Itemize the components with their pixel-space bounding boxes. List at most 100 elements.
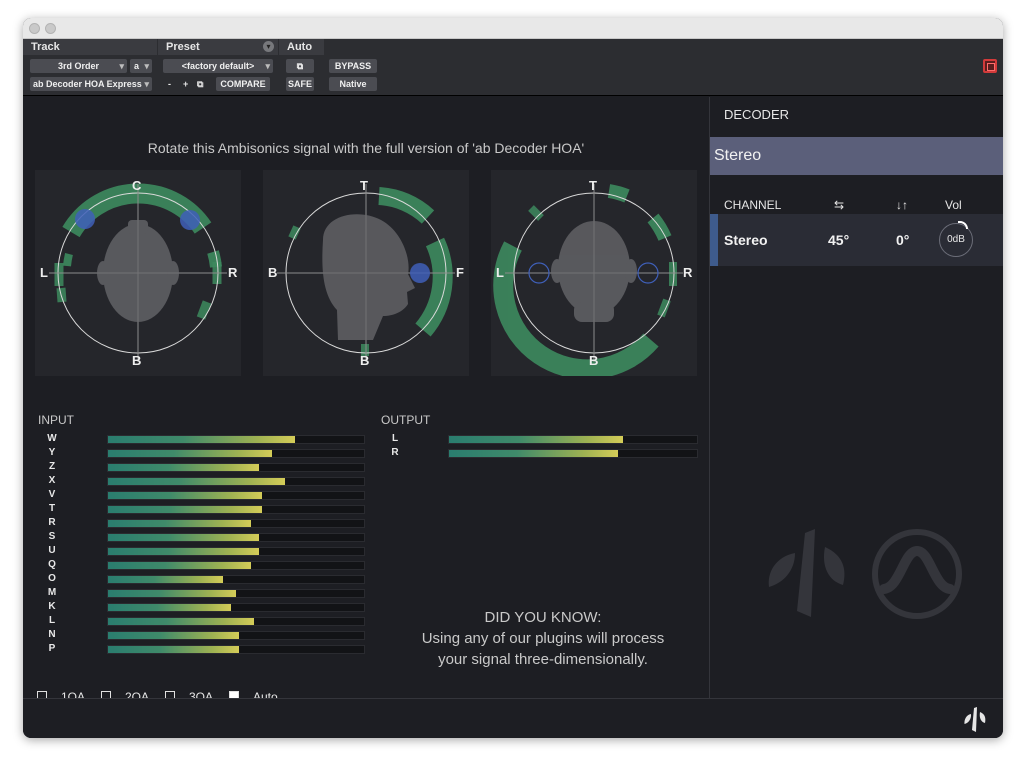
input-meter [107,575,365,584]
input-meter [107,533,365,542]
input-meter-fill [108,436,295,443]
input-meter-fill [108,492,262,499]
input-meter [107,435,365,444]
footer-logo-icon [964,707,986,732]
input-meter-fill [108,548,260,555]
input-channel-label: Q [48,559,56,570]
channel-row[interactable]: Stereo 45° 0° 0dB [710,214,1003,266]
preset-menu-button[interactable]: ▾ [263,41,274,52]
close-window-button[interactable] [29,23,40,34]
input-channel-label: Y [48,447,56,458]
input-channel-label: S [48,531,56,542]
sphere-label-bottom: B [589,353,599,368]
automation-window-button[interactable]: ⧉ [286,59,314,73]
output-meter-fill [449,450,618,457]
output-channel-label: L [391,433,399,444]
output-channel-label: R [391,447,399,458]
sphere-label-left: L [40,265,48,280]
input-channel-label: T [48,503,56,514]
input-meter [107,477,365,486]
sphere-label-bottom: B [360,353,370,368]
input-meter [107,505,365,514]
title-bar [23,18,1003,39]
input-meter [107,547,365,556]
output-meter-fill [449,436,623,443]
input-meter-fill [108,590,236,597]
main-panel: Rotate this Ambisonics signal with the f… [23,97,709,704]
input-meter [107,617,365,626]
input-channel-label: K [48,601,56,612]
safe-button[interactable]: SAFE [286,77,314,91]
input-channel-label: Z [48,461,56,472]
volume-knob-value: 0dB [947,234,965,245]
decoder-title: DECODER [724,107,790,122]
preset-next-button[interactable]: + [183,79,189,89]
preset-previous-button[interactable]: - [168,79,171,89]
input-channel-label: W [47,433,57,444]
decoder-panel: DECODER Stereo CHANNEL ⇆ ↓↑ Vol Stereo 4… [710,97,1003,698]
preset-select[interactable]: <factory default> [163,59,273,73]
output-title: OUTPUT [381,413,431,427]
input-meter [107,603,365,612]
compare-button[interactable]: COMPARE [216,77,270,91]
sphere-front-view-graphic [493,184,683,376]
auto-header: Auto [279,39,324,55]
input-meter [107,463,365,472]
input-channel-label: N [48,629,56,640]
sphere-label-bottom: B [132,353,142,368]
sphere-front-view[interactable]: T B L R [491,170,697,376]
bypass-button[interactable]: BYPASS [329,59,377,73]
input-channel-label: P [48,643,56,654]
did-you-know-heading: DID YOU KNOW: [484,609,602,626]
sphere-top-view-graphic [49,183,227,362]
brand-logo-icon [768,529,845,617]
input-channel-label: U [48,545,56,556]
sphere-label-right: F [456,265,464,280]
copy-preset-icon[interactable]: ⧉ [197,79,204,89]
sphere-label-right: R [228,265,238,280]
input-meter-fill [108,534,260,541]
native-indicator: Native [329,77,377,91]
sphere-side-view-graphic [277,184,455,362]
sphere-top-view[interactable]: C B L R [35,170,241,376]
plugin-select[interactable]: ab Decoder HOA Express [30,77,152,91]
input-meter-fill [108,478,285,485]
input-meter-fill [108,632,239,639]
input-meter [107,631,365,640]
input-title: INPUT [38,413,74,427]
clip-indicator-icon[interactable] [983,59,997,73]
minimize-window-button[interactable] [45,23,56,34]
sphere-label-top: C [132,178,142,193]
plugin-window: Track Preset ▾ Auto 3rd Order a ab Decod… [23,18,1003,738]
footer-bar [23,698,1003,738]
did-you-know-line2: your signal three-dimensionally. [438,651,648,668]
panel-divider [709,97,710,698]
sphere-side-view[interactable]: T B B F [263,170,469,376]
did-you-know: DID YOU KNOW: Using any of our plugins w… [378,607,708,670]
input-meter-fill [108,576,224,583]
partner-logo-icon [872,529,962,619]
input-meter-fill [108,464,260,471]
input-channel-label: V [48,489,56,500]
volume-knob-indicator [958,221,968,229]
output-meter [448,449,698,458]
sphere-label-top: T [589,178,597,193]
channel-elevation-value[interactable]: 0° [896,232,910,248]
track-order-select[interactable]: 3rd Order [30,59,127,73]
channel-width-value[interactable]: 45° [828,232,850,248]
track-channel-select[interactable]: a [130,59,152,73]
elevation-arrows-icon: ↓↑ [896,198,908,212]
column-channel: CHANNEL [724,198,782,212]
input-meter [107,561,365,570]
input-channel-label: X [48,475,56,486]
input-meter-fill [108,646,239,653]
input-meter [107,589,365,598]
input-channel-label: O [48,573,56,584]
input-meter [107,645,365,654]
volume-knob[interactable]: 0dB [939,221,973,257]
sphere-label-right: R [683,265,693,280]
host-plugin-bar: Track Preset ▾ Auto 3rd Order a ab Decod… [23,39,1003,96]
decoder-select[interactable]: Stereo [710,137,1003,175]
column-vol: Vol [945,198,962,212]
input-meter-fill [108,520,252,527]
